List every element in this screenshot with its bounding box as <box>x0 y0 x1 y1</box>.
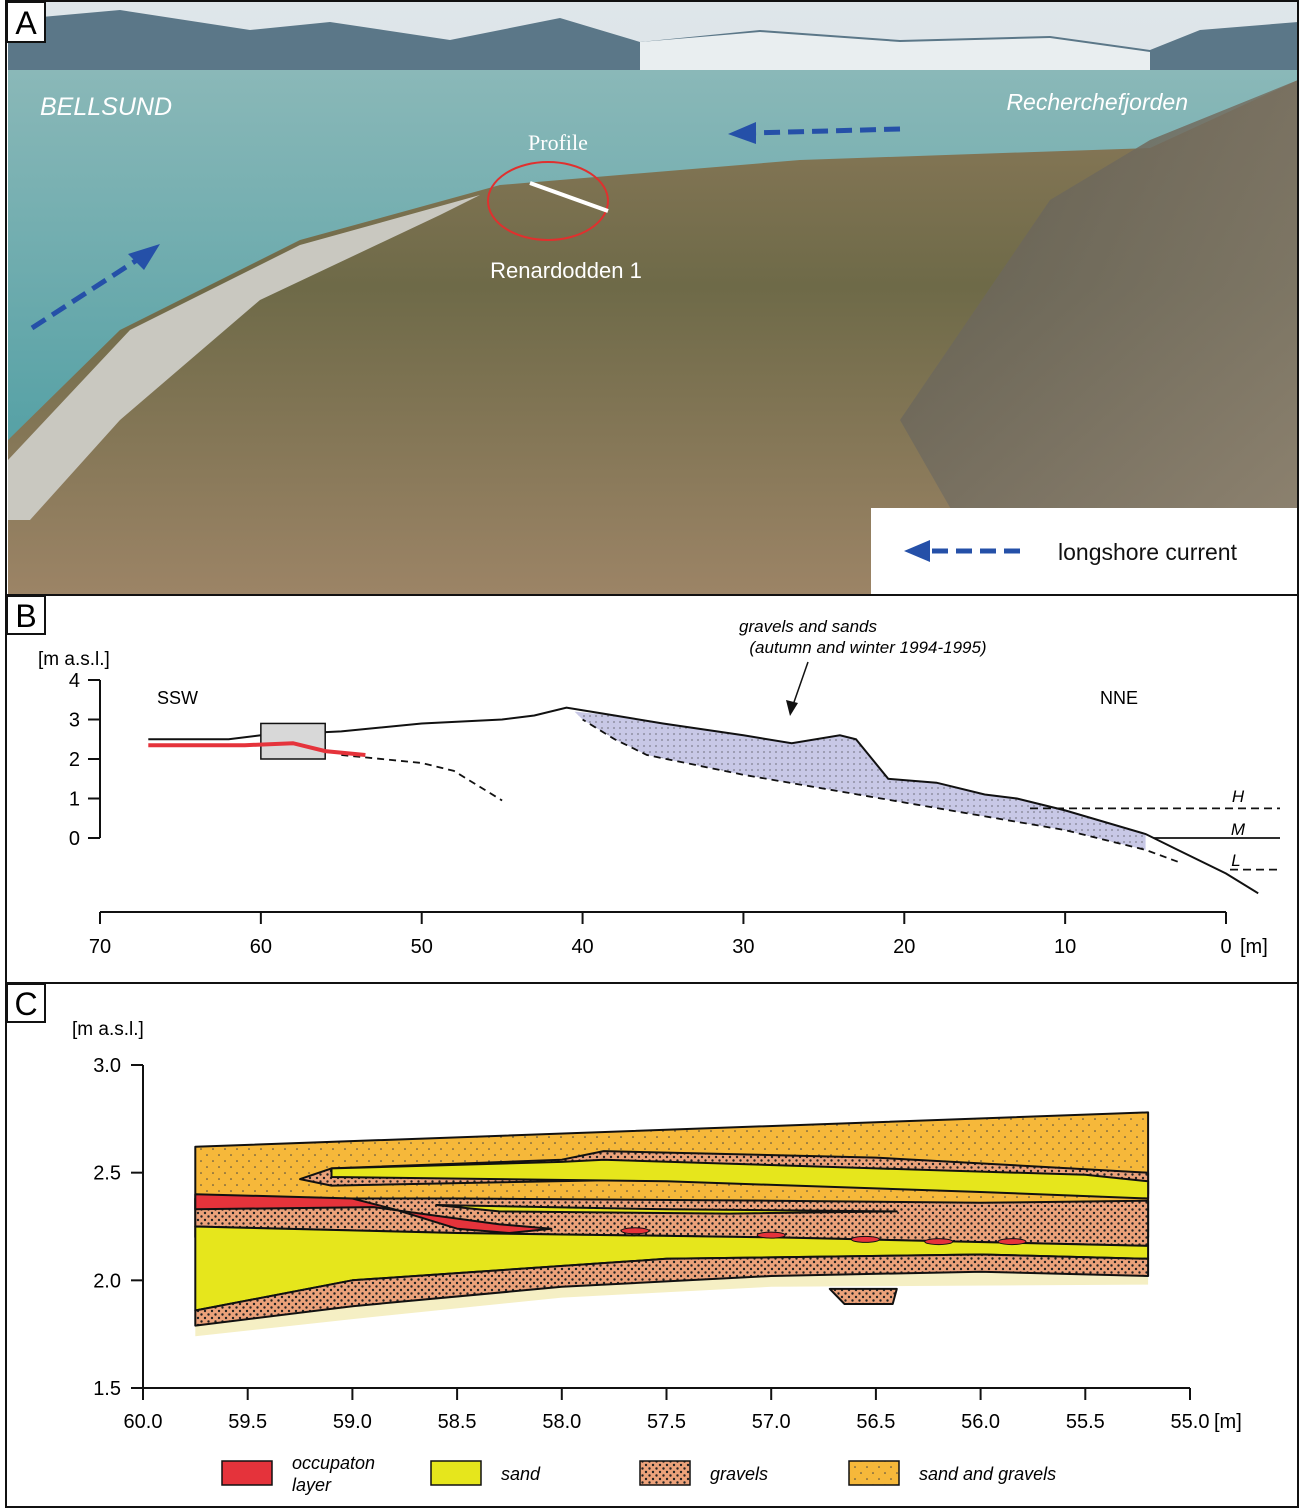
arrow-head <box>786 700 798 716</box>
legend-swatch <box>222 1461 272 1485</box>
annotation: (autumn and winter 1994-1995) <box>749 638 986 657</box>
x-tick-label: 10 <box>1054 936 1076 958</box>
legend-swatch <box>640 1461 690 1485</box>
x-tick-label: 56.5 <box>856 1411 895 1433</box>
page: BELLSUND Recherchefjorden Profile Renard… <box>0 0 1300 1508</box>
occupation-lens <box>925 1239 953 1245</box>
x-tick-label: 0 <box>1220 936 1231 958</box>
figure: BELLSUND Recherchefjorden Profile Renard… <box>0 0 1300 1508</box>
direction-label: SSW <box>157 688 198 708</box>
y-tick-label: 3 <box>69 710 80 732</box>
occupation-lens <box>621 1228 649 1234</box>
annotation: gravels and sands <box>739 617 877 636</box>
axis-unit: [m] <box>1214 1411 1242 1433</box>
occupation-lens <box>998 1239 1026 1245</box>
y-tick-label: 4 <box>69 670 80 692</box>
place-label: BELLSUND <box>40 93 172 121</box>
site-label: Renardodden 1 <box>490 258 642 283</box>
x-tick-label: 20 <box>893 936 915 958</box>
axis-title: [m a.s.l.] <box>72 1019 144 1040</box>
tide-label: H <box>1232 787 1245 806</box>
x-tick-label: 56.0 <box>961 1411 1000 1433</box>
y-tick-label: 1 <box>69 789 80 811</box>
x-tick-label: 60.0 <box>124 1411 163 1433</box>
place-label: Recherchefjorden <box>1006 89 1188 115</box>
profile-label: Profile <box>528 130 588 155</box>
x-tick-label: 30 <box>732 936 754 958</box>
panel-label: B <box>15 598 36 634</box>
x-tick-label: 59.0 <box>333 1411 372 1433</box>
panel-label: C <box>14 986 37 1022</box>
x-tick-label: 57.0 <box>752 1411 791 1433</box>
x-tick-label: 60 <box>250 936 272 958</box>
x-tick-label: 58.0 <box>542 1411 581 1433</box>
x-tick-label: 55.5 <box>1066 1411 1105 1433</box>
x-tick-label: 58.5 <box>438 1411 477 1433</box>
tide-label: L <box>1231 851 1240 870</box>
legend-label: sand and gravels <box>919 1464 1056 1484</box>
gravels <box>830 1289 897 1304</box>
axis-title: [m a.s.l.] <box>38 649 110 670</box>
y-tick-label: 3.0 <box>93 1055 121 1077</box>
occupation-layer <box>148 743 365 755</box>
y-tick-label: 2.0 <box>93 1270 121 1292</box>
x-tick-label: 70 <box>89 936 111 958</box>
legend-label: layer <box>292 1475 332 1495</box>
panel-label: A <box>15 5 37 41</box>
y-tick-label: 2 <box>69 749 80 771</box>
x-tick-label: 40 <box>571 936 593 958</box>
x-tick-label: 59.5 <box>228 1411 267 1433</box>
legend-swatch <box>431 1461 481 1485</box>
legend-label: sand <box>501 1464 541 1484</box>
occupation-lens <box>757 1232 785 1238</box>
x-tick-label: 50 <box>411 936 433 958</box>
tide-label: M <box>1231 820 1246 839</box>
y-tick-label: 1.5 <box>93 1378 121 1400</box>
annotation-arrow <box>793 662 808 705</box>
occupation-lens <box>851 1236 879 1242</box>
axis-unit: [m] <box>1240 936 1268 958</box>
x-tick-label: 55.0 <box>1171 1411 1210 1433</box>
x-tick-label: 57.5 <box>647 1411 686 1433</box>
direction-label: NNE <box>1100 688 1138 708</box>
y-tick-label: 0 <box>69 828 80 850</box>
y-tick-label: 2.5 <box>93 1163 121 1185</box>
legend-label: longshore current <box>1058 539 1238 565</box>
older-base <box>341 755 502 801</box>
legend-swatch <box>849 1461 899 1485</box>
photo: BELLSUND Recherchefjorden Profile Renard… <box>8 0 1298 595</box>
legend-label: gravels <box>710 1464 768 1484</box>
legend-label: occupaton <box>292 1453 375 1473</box>
